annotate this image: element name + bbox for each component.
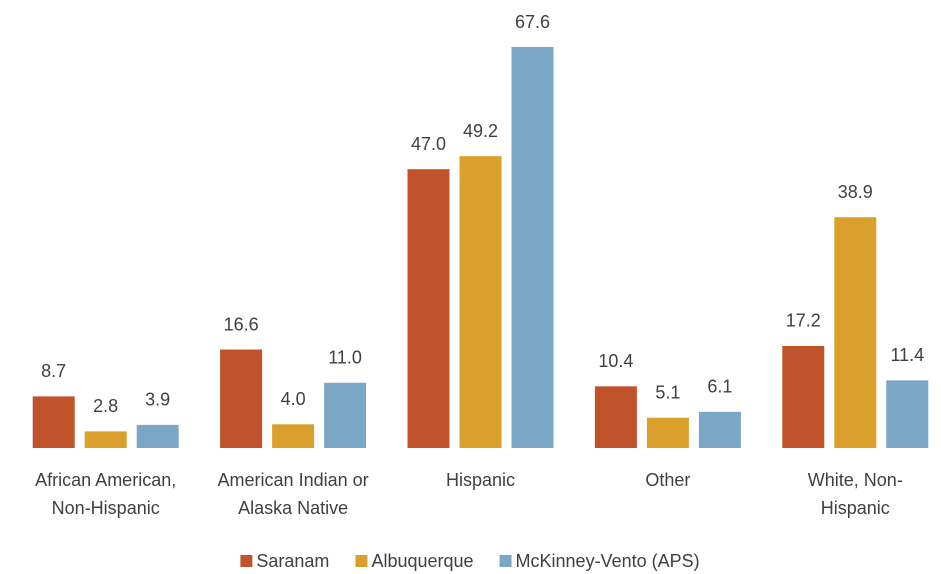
bar xyxy=(32,396,75,448)
bar xyxy=(886,380,929,448)
x-tick-label-line: Non-Hispanic xyxy=(52,498,160,518)
legend-swatch xyxy=(240,555,253,567)
bar xyxy=(698,411,741,448)
value-label: 6.1 xyxy=(707,377,732,397)
value-label: 67.6 xyxy=(515,12,550,32)
x-tick-label-line: American Indian or xyxy=(218,470,369,490)
x-tick-label: Other xyxy=(645,470,690,490)
bar xyxy=(407,169,450,448)
value-label: 5.1 xyxy=(655,382,680,402)
bar xyxy=(136,424,179,448)
legend-label: Saranam xyxy=(256,551,329,571)
value-label: 38.9 xyxy=(838,182,873,202)
x-tick-label: African American, Non-Hispanic xyxy=(35,470,176,518)
legend-swatch xyxy=(499,555,512,567)
bar xyxy=(511,47,554,448)
x-tick-label: American Indian or Alaska Native xyxy=(218,470,369,518)
bar xyxy=(272,424,315,448)
value-label: 11.4 xyxy=(890,345,924,365)
bar xyxy=(324,382,367,448)
value-label: 10.4 xyxy=(598,351,633,371)
bar xyxy=(834,217,877,448)
legend-swatch xyxy=(355,555,368,567)
value-label: 4.0 xyxy=(281,389,306,409)
value-label: 2.8 xyxy=(93,396,118,416)
x-tick-label-line: Hispanic xyxy=(446,470,515,490)
value-label: 16.6 xyxy=(224,314,259,334)
x-tick-label-line: Other xyxy=(645,470,690,490)
value-label: 3.9 xyxy=(145,390,170,410)
bar xyxy=(646,417,689,448)
x-tick-label-line: White, Non- xyxy=(808,470,903,490)
x-tick-label-line: Hispanic xyxy=(821,498,890,518)
value-label: 17.2 xyxy=(786,311,821,331)
bar xyxy=(220,349,263,448)
bar xyxy=(84,431,127,448)
value-label: 11.0 xyxy=(328,347,362,367)
value-label: 47.0 xyxy=(411,134,446,154)
x-tick-label: Hispanic xyxy=(446,470,515,490)
value-label: 49.2 xyxy=(463,121,498,141)
legend-label: Albuquerque xyxy=(371,551,473,571)
x-tick-label-line: Alaska Native xyxy=(238,498,348,518)
legend-label: McKinney-Vento (APS) xyxy=(516,551,700,571)
bar xyxy=(459,156,502,448)
value-label: 8.7 xyxy=(41,361,66,381)
x-tick-label-line: African American, xyxy=(35,470,176,490)
x-tick-label: White, Non- Hispanic xyxy=(808,470,903,518)
bar xyxy=(782,345,825,448)
bar xyxy=(594,386,637,448)
